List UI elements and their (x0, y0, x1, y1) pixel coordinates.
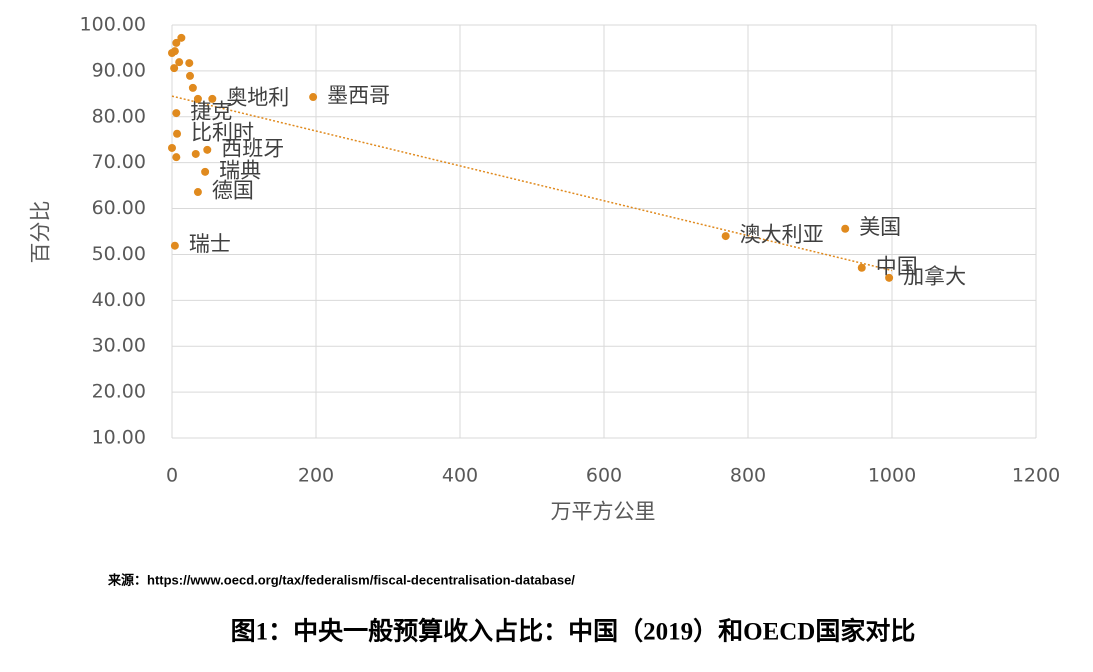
y-tick-label: 20.00 (92, 381, 146, 403)
data-point (191, 149, 200, 158)
x-tick-label: 1000 (868, 465, 916, 487)
point-label: 德国 (212, 179, 254, 203)
data-point (208, 94, 217, 103)
data-point (188, 83, 197, 92)
data-point (170, 241, 179, 250)
data-point (186, 71, 194, 80)
data-point (203, 145, 212, 154)
point-label: 加拿大 (903, 264, 966, 288)
data-point (170, 64, 179, 73)
data-point (193, 188, 202, 197)
y-tick-label: 70.00 (92, 151, 146, 173)
data-point (309, 93, 318, 102)
data-point (885, 273, 894, 282)
y-tick-label: 80.00 (92, 105, 146, 127)
y-tick-label: 10.00 (92, 427, 146, 449)
data-point (193, 94, 202, 103)
y-tick-label: 60.00 (92, 197, 146, 219)
data-point (721, 232, 730, 241)
x-tick-label: 800 (730, 465, 766, 487)
y-tick-label: 90.00 (92, 59, 146, 81)
data-point (168, 48, 176, 57)
x-tick-label: 0 (166, 465, 178, 487)
point-label: 奥地利 (226, 85, 289, 109)
point-label: 墨西哥 (327, 84, 390, 108)
y-axis-title: 百分比 (29, 201, 53, 264)
point-label: 瑞士 (189, 232, 231, 256)
data-point (841, 224, 850, 233)
x-axis-title: 万平方公里 (551, 500, 656, 524)
data-point (172, 38, 181, 47)
point-label: 捷克 (190, 100, 232, 124)
point-label: 澳大利亚 (740, 223, 824, 247)
data-point (175, 58, 184, 67)
data-point (201, 167, 210, 176)
data-point (172, 109, 181, 118)
x-tick-label: 1200 (1012, 465, 1060, 487)
point-label: 西班牙 (221, 136, 284, 160)
point-label: 瑞典 (219, 158, 261, 182)
data-point (857, 263, 866, 272)
data-point (173, 129, 182, 138)
source-note: 来源：https://www.oecd.org/tax/federalism/f… (107, 572, 575, 587)
caption: 图1：中央一般预算收入占比：中国（2019）和OECD国家对比 (231, 617, 916, 646)
x-tick-label: 400 (442, 465, 478, 487)
y-tick-label: 40.00 (92, 289, 146, 311)
point-label: 美国 (859, 215, 901, 239)
y-tick-label: 100.00 (80, 14, 146, 36)
point-label: 比利时 (191, 120, 254, 144)
point-label: 中国 (876, 254, 918, 278)
x-tick-label: 600 (586, 465, 622, 487)
data-point (177, 33, 186, 42)
data-point (168, 143, 176, 152)
y-tick-label: 30.00 (92, 335, 146, 357)
data-point (185, 59, 194, 68)
trend-line (171, 95, 893, 272)
x-tick-label: 200 (298, 465, 334, 487)
y-tick-label: 50.00 (92, 243, 146, 265)
data-point (172, 153, 181, 162)
